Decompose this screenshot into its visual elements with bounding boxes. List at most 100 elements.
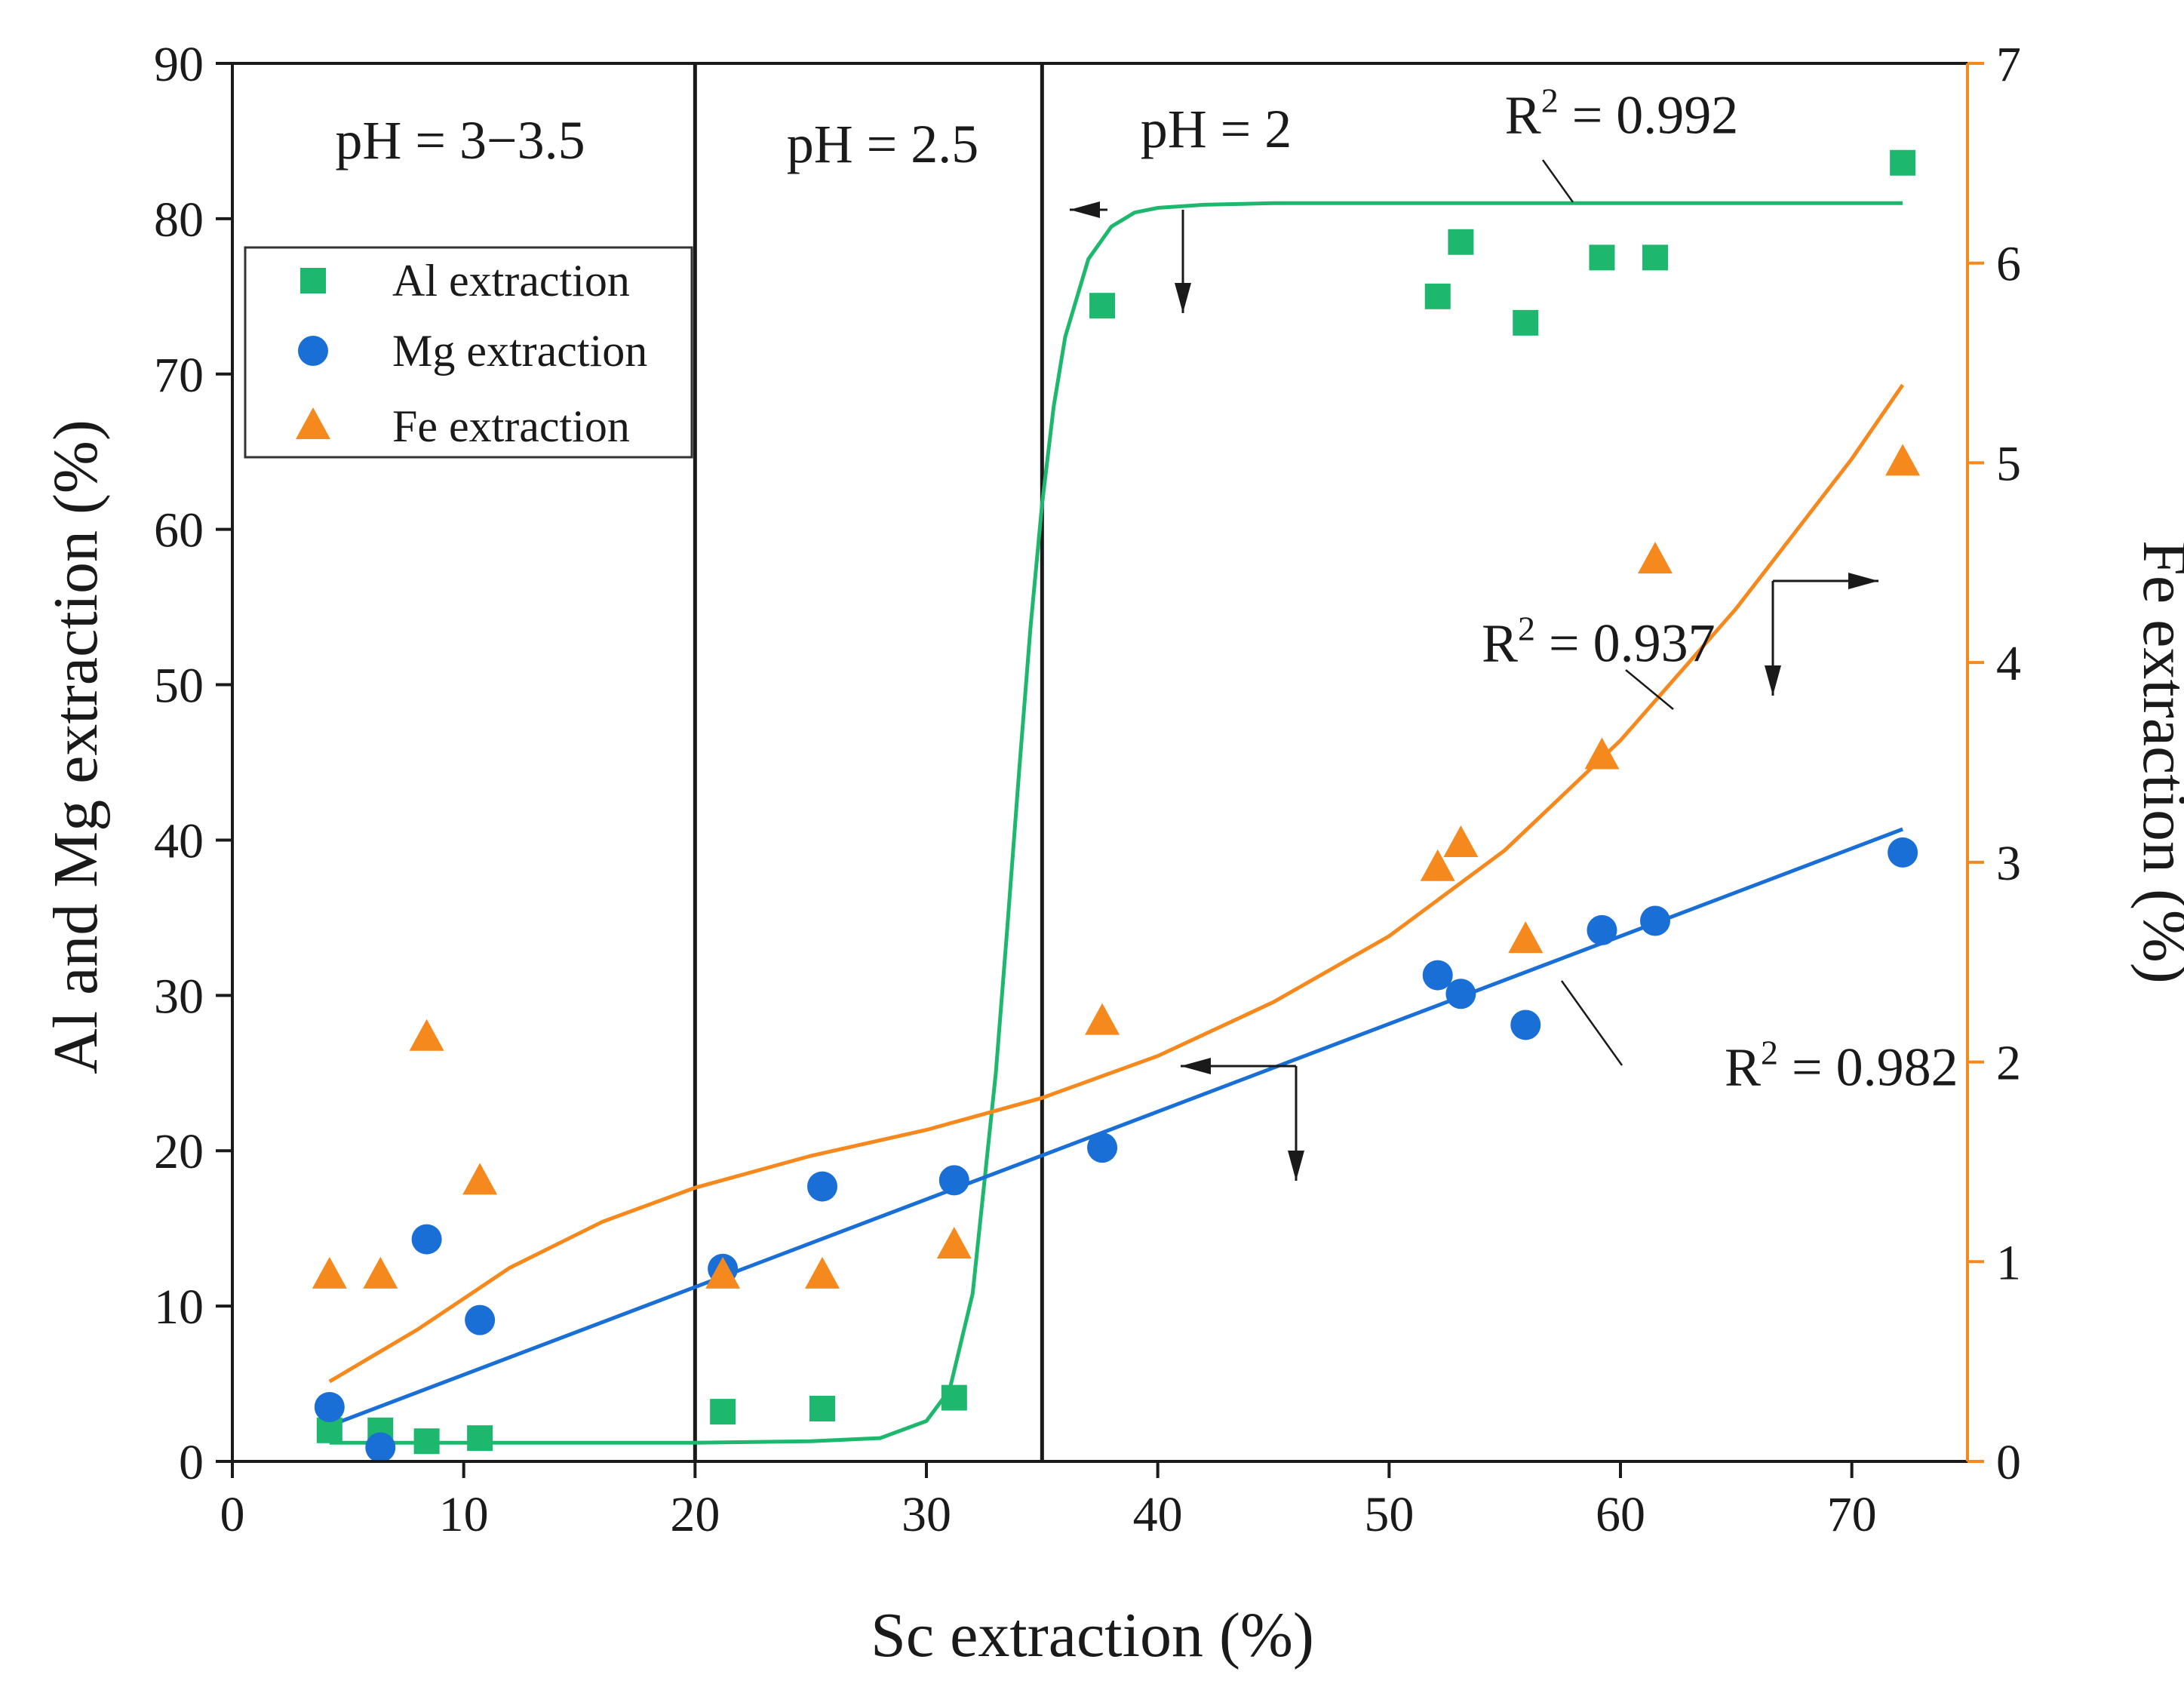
legend-label-0: Al extraction [392,256,630,306]
y-tick-label-0: 0 [179,1435,204,1490]
legend-marker-2 [296,407,330,439]
triangle-point-2-11 [1584,737,1620,770]
circle-point-1-0 [314,1391,345,1422]
leader-fe [1625,669,1674,710]
circle-point-1-11 [1587,914,1617,945]
legend-label-1: Mg extraction [392,326,647,376]
y-tick-label-5: 50 [154,659,204,714]
square-point-0-4 [710,1399,736,1425]
square-point-0-12 [1642,244,1668,271]
y-tick-label-3: 30 [154,969,204,1024]
y-tick-label-9: 90 [154,37,204,92]
legend-marker-1 [298,336,328,366]
region-label-2: pH = 2 [1141,99,1292,159]
leader-al [1541,159,1574,203]
fit-curve-0 [329,201,1903,1445]
y-tick-label-6: 60 [154,503,204,558]
triangle-point-2-2 [409,1019,444,1051]
y2-tick-label-5: 5 [1996,436,2021,491]
y-tick-label-8: 80 [154,192,204,247]
x-axis-title: Sc extraction (%) [871,1600,1314,1670]
data-points [312,149,1921,1463]
y-axis-title-right: Fe extraction (%) [2130,540,2184,984]
y2-tick-label-1: 1 [1996,1235,2021,1290]
square-point-0-7 [1089,293,1116,319]
arrow-fe-down-head [1765,665,1781,696]
fit-curves [328,201,1905,1445]
circle-point-1-5 [807,1171,837,1202]
leader-mg [1560,980,1623,1066]
x-tick-label-4: 40 [1133,1487,1183,1542]
square-point-0-10 [1513,309,1539,336]
y2-tick-label-7: 7 [1996,37,2021,92]
square-point-0-2 [413,1428,440,1455]
axes: 0 10 20 30 40 50 60 70 0 10 20 30 40 50 60 70 80 90 0 1 2 3 4 5… [154,37,2021,1542]
circle-point-1-1 [365,1432,396,1463]
arrow-mg-left [1181,1058,1296,1074]
square-point-0-9 [1448,229,1474,255]
triangle-point-2-10 [1508,921,1544,954]
x-tick-label-2: 20 [670,1487,720,1542]
circle-point-1-8 [1422,960,1453,991]
y2-tick-label-2: 2 [1996,1036,2021,1091]
circle-point-1-7 [1087,1132,1118,1163]
square-point-0-5 [809,1395,835,1421]
square-point-0-11 [1589,244,1615,271]
arrow-mg-down [1288,1066,1304,1181]
y-axis-title-left: Al and Mg extraction (%) [41,419,111,1074]
arrow-fe-down [1765,581,1781,696]
triangle-point-2-3 [462,1163,498,1195]
triangle-point-2-13 [1885,444,1921,476]
arrow-fe-right-head [1848,573,1878,589]
y2-tick-label-4: 4 [1996,636,2021,691]
legend-marker-0 [300,268,326,293]
arrow-al-down [1175,210,1191,313]
y-tick-label-4: 40 [154,813,204,868]
triangle-point-2-9 [1443,825,1479,858]
circle-point-1-9 [1445,979,1476,1009]
square-point-0-13 [1890,149,1916,176]
arrow-al-down-head [1175,283,1191,313]
r2-label-fe: R2 = 0.937 [1482,610,1716,674]
x-tick-label-0: 0 [220,1487,245,1542]
legend-label-2: Fe extraction [392,401,630,451]
ph-regions: pH = 3−3.5 pH = 2.5 pH = 2 [335,63,1292,1461]
arrow-al-left-head [1070,201,1100,218]
circle-point-1-3 [465,1304,496,1335]
x-tick-label-1: 10 [439,1487,489,1542]
triangle-point-2-4 [705,1256,741,1289]
circle-point-1-12 [1640,905,1670,936]
arrow-al-left [1070,201,1107,218]
triangle-point-2-5 [805,1256,840,1289]
circle-point-1-10 [1510,1009,1541,1040]
y-tick-label-7: 70 [154,348,204,403]
fit-curve-1 [328,827,1903,1427]
triangle-point-2-8 [1420,849,1455,881]
arrow-mg-down-head [1288,1151,1304,1181]
annotations: R2 = 0.992 R2 = 0.982 R2 = 0.937 [1070,81,1958,1181]
region-label-1: pH = 2.5 [787,114,979,174]
square-point-0-6 [941,1384,967,1411]
r2-label-mg: R2 = 0.982 [1725,1034,1958,1098]
triangle-point-2-1 [363,1256,398,1289]
triangle-point-2-7 [1085,1003,1120,1035]
arrow-fe-right [1773,573,1878,589]
y-tick-label-1: 10 [154,1280,204,1335]
y-tick-label-2: 20 [154,1124,204,1179]
circle-point-1-2 [411,1224,442,1255]
y2-tick-label-6: 6 [1996,237,2021,292]
region-label-0: pH = 3−3.5 [335,110,585,171]
triangle-point-2-6 [936,1227,972,1259]
square-point-0-3 [467,1425,493,1452]
x-tick-label-6: 60 [1596,1487,1645,1542]
legend: Al extraction Mg extraction Fe extraction [244,246,693,459]
x-tick-label-7: 70 [1827,1487,1877,1542]
x-tick-label-3: 30 [902,1487,951,1542]
arrow-mg-left-head [1181,1058,1211,1074]
triangle-point-2-12 [1638,542,1673,574]
circle-point-1-6 [938,1165,969,1196]
triangle-point-2-0 [312,1256,347,1289]
x-tick-label-5: 50 [1364,1487,1414,1542]
circle-point-1-13 [1888,837,1918,868]
